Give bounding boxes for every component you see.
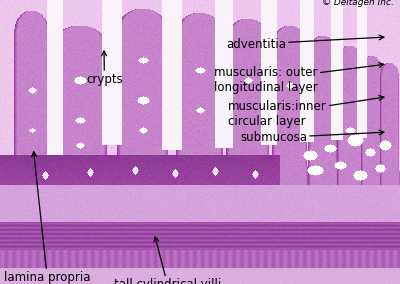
Text: muscularis:inner
circular layer: muscularis:inner circular layer bbox=[228, 96, 384, 128]
Text: crypts: crypts bbox=[86, 51, 123, 86]
Text: submucosa: submucosa bbox=[240, 130, 384, 144]
Text: muscularis: outer
longitudinal layer: muscularis: outer longitudinal layer bbox=[214, 63, 384, 93]
Text: lamina propria: lamina propria bbox=[4, 152, 90, 284]
Text: tall cylindrical villi: tall cylindrical villi bbox=[114, 237, 221, 284]
Text: © Deltagen Inc.: © Deltagen Inc. bbox=[322, 0, 394, 7]
Text: adventitia: adventitia bbox=[226, 35, 384, 51]
